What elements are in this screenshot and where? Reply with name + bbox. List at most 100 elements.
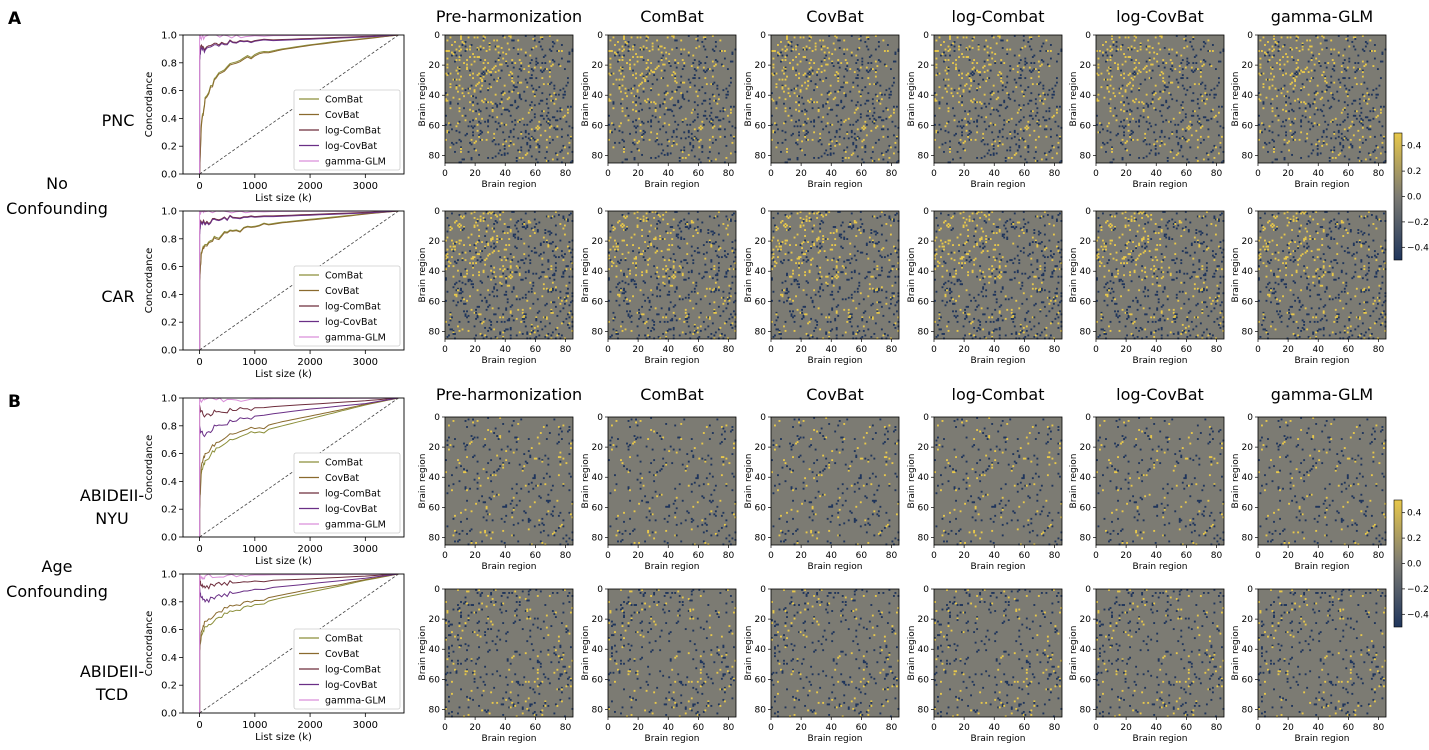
matrix-cell (521, 296, 524, 299)
matrix-cell (793, 125, 796, 128)
matrix-cell (502, 107, 505, 110)
matrix-cell (662, 63, 665, 66)
matrix-cell (817, 140, 820, 143)
matrix-cell (798, 134, 800, 137)
y-tick-label: 40 (918, 91, 930, 101)
matrix-cell (1258, 123, 1260, 126)
matrix-cell (529, 108, 532, 111)
matrix-cell (645, 320, 648, 323)
matrix-cell (482, 62, 485, 64)
matrix-cell (817, 116, 820, 119)
matrix-cell (693, 119, 696, 122)
matrix-cell (475, 242, 477, 245)
matrix-cell (731, 51, 734, 54)
matrix-cell (464, 50, 467, 52)
matrix-cell (523, 223, 526, 225)
matrix-cell (563, 68, 566, 71)
matrix-cell (1048, 110, 1051, 113)
matrix-cell (662, 214, 665, 216)
matrix-cell (565, 268, 568, 271)
matrix-cell (496, 104, 499, 107)
matrix-cell (512, 143, 515, 146)
x-axis-label: List size (k) (255, 193, 312, 204)
matrix-cell (707, 229, 710, 231)
matrix-cell (482, 101, 485, 104)
matrix-cell (1036, 107, 1039, 110)
matrix-cell (527, 245, 530, 248)
matrix-cell (693, 250, 696, 253)
matrix-cell (708, 146, 711, 149)
matrix-cell (1036, 122, 1039, 125)
matrix-cell (1265, 143, 1268, 146)
matrix-cell (950, 87, 953, 90)
matrix-cell (1204, 42, 1207, 45)
matrix-cell (1301, 114, 1304, 117)
matrix-cell (656, 250, 659, 253)
matrix-cell (523, 90, 526, 93)
matrix-cell (463, 215, 465, 218)
matrix-frame (607, 34, 737, 164)
matrix-cell (479, 320, 482, 323)
matrix-cell (778, 96, 781, 99)
matrix-cell (529, 259, 532, 262)
matrix-cell (683, 98, 686, 101)
matrix-cell (816, 101, 819, 104)
matrix-cell (539, 66, 542, 69)
matrix-cell (475, 84, 477, 87)
matrix-cell (1337, 135, 1340, 138)
matrix-cell (1096, 98, 1098, 101)
matrix-cell (611, 260, 613, 263)
matrix-cell (1060, 50, 1063, 52)
matrix-cell (665, 57, 668, 60)
matrix-cell (1294, 138, 1297, 141)
matrix-cell (544, 335, 547, 338)
matrix-cell (1259, 39, 1262, 42)
y-tick-label: 60 (592, 121, 604, 131)
matrix-cell (1156, 60, 1159, 63)
matrix-cell (529, 221, 532, 224)
matrix-cell (618, 289, 621, 292)
matrix-cell (1363, 81, 1366, 84)
matrix-cell (711, 60, 714, 63)
matrix-cell (808, 62, 811, 64)
matrix-cell (530, 77, 533, 80)
matrix-cell (665, 269, 668, 272)
matrix-cell (665, 90, 668, 93)
matrix-cell (497, 77, 500, 80)
matrix-cell (484, 66, 487, 69)
matrix-cell (568, 60, 571, 63)
matrix-cell (678, 227, 681, 230)
matrix-cell (728, 268, 731, 271)
matrix-cell (609, 290, 612, 293)
matrix-cell (882, 125, 885, 128)
matrix-cell (1180, 62, 1183, 64)
matrix-cell (1198, 122, 1201, 125)
matrix-cell (849, 90, 852, 93)
matrix-cell (961, 126, 963, 129)
matrix-cell (527, 111, 530, 114)
matrix-cell (1201, 99, 1204, 102)
matrix-cell (805, 132, 808, 135)
matrix-cell (1204, 60, 1207, 63)
matrix-cell (609, 99, 612, 102)
matrix-cell (644, 250, 647, 253)
matrix-cell (1058, 105, 1061, 108)
matrix-cell (731, 125, 734, 128)
matrix-cell (874, 35, 877, 37)
matrix-cell (458, 98, 461, 101)
matrix-cell (934, 138, 936, 141)
matrix-cell (699, 128, 702, 131)
matrix-cell (623, 292, 625, 295)
matrix-cell (452, 250, 455, 253)
matrix-cell (490, 71, 493, 74)
matrix-cell (959, 143, 962, 146)
y-tick-label: 0.4 (161, 653, 177, 664)
matrix-cell (530, 155, 533, 158)
matrix-cell (1042, 102, 1045, 105)
matrix-cell (1145, 155, 1148, 158)
matrix-cell (487, 289, 490, 292)
matrix-cell (527, 132, 530, 135)
matrix-cell (608, 299, 610, 302)
matrix-cell (629, 316, 631, 319)
x-tick-label: 2000 (297, 544, 322, 555)
